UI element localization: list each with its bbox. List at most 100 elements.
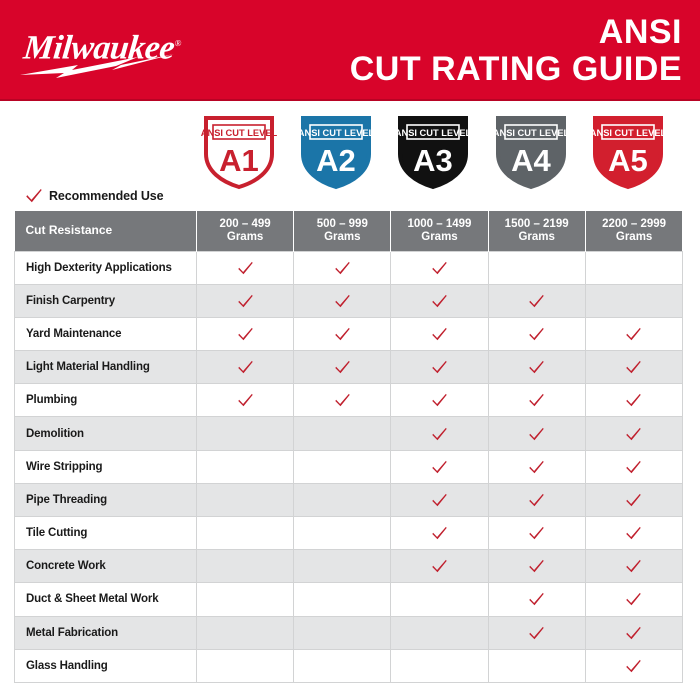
table-row: Concrete Work (14, 549, 683, 584)
registered-trademark-icon: ® (174, 38, 182, 48)
red-check-icon (626, 526, 642, 540)
red-check-icon (432, 526, 447, 540)
table-row: Yard Maintenance (14, 316, 683, 352)
cell-a3 (390, 515, 489, 551)
cell-a1 (195, 648, 295, 683)
range-line-1: 200 – 499 (219, 217, 271, 230)
range-line-1: 1000 – 1499 (407, 217, 472, 230)
milwaukee-logo: Milwaukee® (20, 26, 182, 82)
cell-a5 (584, 350, 683, 385)
table-row: Pipe Threading (14, 482, 683, 518)
cell-a3 (390, 283, 489, 318)
range-line-1: 500 – 999 (316, 217, 368, 230)
row-label: Demolition (14, 416, 197, 451)
cell-a5 (584, 482, 683, 518)
red-check-icon (626, 493, 642, 507)
brand-name-text: Milwaukee (21, 29, 177, 67)
red-check-icon (626, 560, 642, 573)
cut-rating-table: Cut Resistance 200 – 499 Grams 500 – 999 Gr… (14, 211, 683, 683)
range-line-2: Grams (226, 230, 264, 243)
cell-a5 (584, 515, 683, 551)
red-check-icon (432, 460, 447, 474)
table-header: Cut Resistance 200 – 499 Grams 500 – 999 Gr… (14, 211, 683, 251)
red-check-icon (626, 327, 642, 341)
red-check-icon (432, 427, 447, 440)
cell-a2 (293, 482, 392, 518)
column-header-a4: 1500 – 2199 Grams (488, 211, 586, 251)
range-line-1: 2200 – 2999 (602, 217, 667, 230)
cell-a3 (390, 482, 489, 518)
red-check-icon (432, 327, 447, 341)
table-row: Finish Carpentry (14, 283, 683, 318)
row-label: Concrete Work (14, 549, 197, 584)
range-line-2: Grams (421, 230, 458, 243)
cell-a1 (195, 350, 295, 385)
red-check-icon (335, 327, 350, 341)
red-check-icon (626, 394, 642, 407)
page-title: ANSI CUT RATING GUIDE (350, 14, 682, 88)
table-row: Duct & Sheet Metal Work (14, 582, 683, 617)
red-check-icon (26, 188, 42, 203)
cell-a2 (293, 416, 392, 451)
row-label: Duct & Sheet Metal Work (14, 582, 197, 617)
row-label: Finish Carpentry (14, 283, 197, 318)
cell-a5 (584, 250, 683, 285)
cell-a4 (487, 515, 586, 551)
cell-a1 (195, 383, 295, 418)
cell-a5 (584, 648, 683, 683)
cell-a4 (487, 482, 586, 518)
cell-a2 (293, 283, 392, 318)
cell-a4 (487, 615, 586, 650)
cell-a1 (195, 482, 295, 518)
cell-a1 (195, 449, 295, 484)
table-row: Glass Handling (14, 648, 683, 683)
cell-a4 (487, 648, 586, 683)
cell-a4 (487, 549, 586, 584)
red-check-icon (529, 327, 544, 341)
title-line-2: CUT RATING GUIDE (349, 50, 682, 88)
cell-a3 (390, 316, 489, 352)
cell-a4 (487, 350, 586, 385)
cell-a2 (293, 350, 392, 385)
red-check-icon (237, 261, 253, 274)
cell-a1 (195, 416, 295, 451)
cell-a1 (195, 316, 295, 352)
cell-a5 (584, 383, 683, 418)
red-check-icon (529, 493, 544, 507)
title-line-1: ANSI (598, 13, 682, 51)
red-check-icon (626, 460, 642, 474)
cell-a2 (293, 615, 392, 650)
row-label: High Dexterity Applications (14, 250, 197, 285)
red-check-icon (529, 394, 544, 407)
cell-a4 (487, 416, 586, 451)
red-check-icon (237, 294, 253, 308)
red-check-icon (335, 294, 350, 308)
red-check-icon (529, 560, 544, 573)
cell-a3 (390, 350, 489, 385)
cell-a2 (293, 383, 392, 418)
cell-a5 (584, 283, 683, 318)
cell-a1 (195, 250, 295, 285)
red-check-icon (432, 294, 447, 308)
svg-text:ANSI CUT LEVEL: ANSI CUT LEVEL (201, 128, 278, 138)
cell-a5 (584, 316, 683, 352)
column-header-a3: 1000 – 1499 Grams (390, 211, 489, 251)
cell-a1 (195, 515, 295, 551)
svg-text:ANSI CUT LEVEL: ANSI CUT LEVEL (395, 128, 472, 138)
cell-a5 (584, 615, 683, 650)
row-label: Yard Maintenance (14, 316, 197, 352)
recommended-use-label: Recommended Use (49, 188, 164, 203)
row-label: Metal Fabrication (14, 615, 197, 650)
red-check-icon (335, 261, 350, 274)
red-check-icon (626, 361, 642, 374)
page-header: Milwaukee® ANSI CUT RATING GUIDE (0, 0, 700, 101)
red-check-icon (529, 526, 544, 540)
row-label: Glass Handling (14, 648, 197, 683)
shield-badge-row: ANSI CUT LEVEL A1 ANSI CUT LEVEL A2 ANSI CUT… (0, 110, 700, 190)
svg-text:ANSI CUT LEVEL: ANSI CUT LEVEL (493, 128, 570, 138)
svg-text:A2: A2 (316, 143, 356, 178)
red-check-icon (335, 394, 350, 407)
column-header-a2: 500 – 999 Grams (293, 211, 392, 251)
cell-a2 (293, 549, 392, 584)
red-check-icon (432, 261, 447, 274)
